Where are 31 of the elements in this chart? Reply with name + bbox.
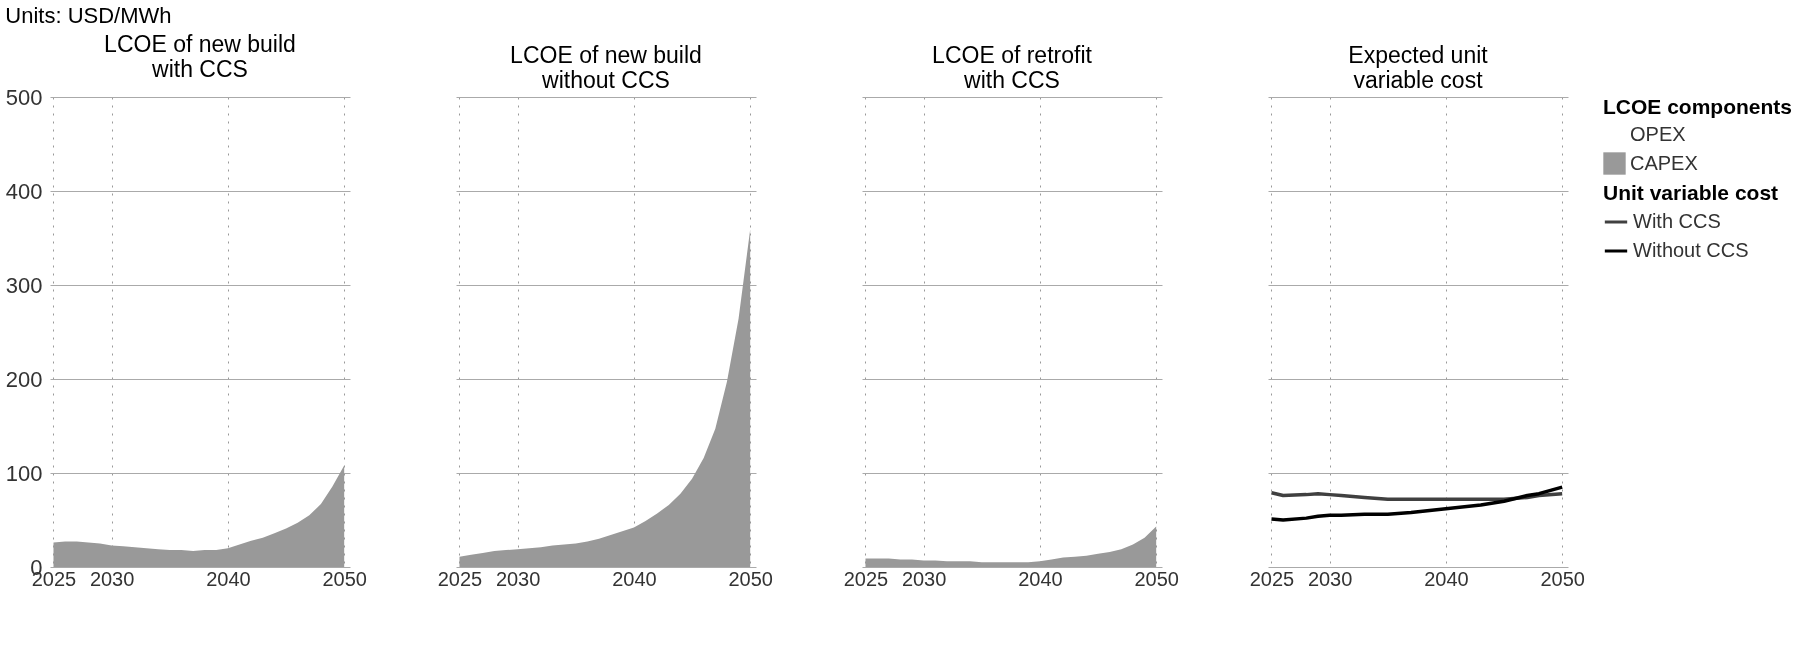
y-tick-label: 500 [5, 84, 43, 110]
x-tick-label: 2030 [89, 567, 135, 590]
x-tick-label: 2025 [843, 567, 889, 590]
x-tick-label: 2025 [437, 567, 483, 590]
y-tick-label: 200 [5, 366, 43, 392]
x-tick-label: 2040 [206, 567, 251, 590]
y-tick-label: 400 [5, 178, 43, 204]
x-tick-label: 2030 [901, 567, 947, 590]
legend-title: Unit variable cost [1603, 181, 1779, 204]
chart-title: LCOE of new build without CCS [510, 42, 702, 93]
x-tick-label: 2050 [728, 567, 773, 590]
x-tick-label: 2050 [1134, 567, 1179, 590]
y-tick-label: 100 [5, 460, 43, 486]
y-tick-label: 300 [5, 272, 43, 298]
x-tick-label: 2025 [1249, 567, 1295, 590]
x-tick-label: 2040 [1424, 567, 1469, 590]
text: OPEX [1630, 122, 1686, 145]
x-tick-label: 2030 [495, 567, 541, 590]
legend-title: LCOE components [1603, 95, 1793, 118]
x-tick-label: 2030 [1307, 567, 1353, 590]
legend-label: Without CCS [1633, 239, 1749, 261]
text: Units: USD/MWh [5, 3, 172, 28]
legend-label: With CCS [1633, 210, 1721, 232]
legend-label: CAPEX [1630, 151, 1698, 174]
x-tick-label: 2040 [612, 567, 657, 590]
x-tick-label: 2050 [322, 567, 367, 590]
chart-title: Expected unit variable cost [1348, 42, 1489, 93]
x-tick-label: 2040 [1018, 567, 1063, 590]
chart-title: LCOE of new build with CCS [104, 31, 296, 82]
x-tick-label: 2050 [1540, 567, 1585, 590]
chart-title: LCOE of retrofit with CCS [932, 42, 1093, 93]
